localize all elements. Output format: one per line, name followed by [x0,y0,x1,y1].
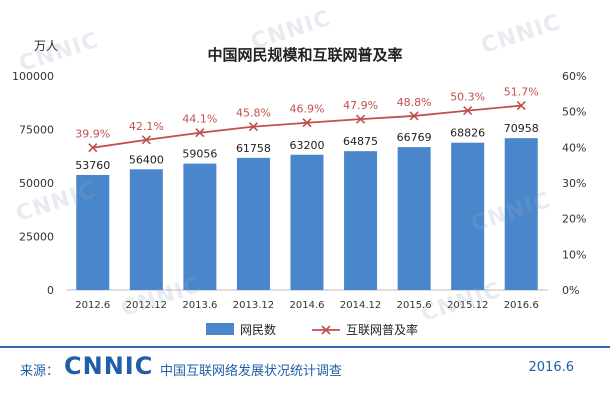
bar-value-label: 53760 [75,159,110,172]
legend-swatch-bar [206,323,234,335]
footer-divider [0,346,610,348]
bar [129,169,163,290]
footer: 来源： CNNIC 中国互联网络发展状况统计调查 2016.6 [0,346,610,410]
cnnic-logo: CNNIC [64,352,154,380]
y-left-tick-label: 50000 [19,177,54,190]
y-left-tick-label: 25000 [19,231,54,244]
rate-marker [409,111,419,121]
bar-value-label: 66769 [397,131,432,144]
bar [344,151,378,290]
x-tick-label: 2014.6 [290,300,325,311]
bar-value-label: 56400 [129,153,164,166]
y-right-tick-label: 30% [562,177,586,190]
y-right-tick-label: 10% [562,248,586,261]
bar-value-label: 63200 [290,139,325,152]
report-date: 2016.6 [528,360,575,375]
rate-value-label: 46.9% [290,103,325,116]
chart-title: 中国网民规模和互联网普及率 [207,46,402,64]
source-organization: 中国互联网络发展状况统计调查 [160,364,343,379]
x-tick-label: 2015.12 [447,300,488,311]
bar-value-label: 61758 [236,142,271,155]
rate-marker [463,106,473,116]
x-tick-label: 2014.12 [340,300,381,311]
y-right-tick-label: 40% [562,141,586,154]
x-tick-label: 2012.6 [75,300,110,311]
legend-marker-line [321,325,331,335]
bar-value-label: 64875 [343,135,378,148]
rate-marker [248,122,259,132]
rate-value-label: 39.9% [75,128,110,141]
bar [397,147,431,290]
y-right-tick-label: 0% [562,284,579,297]
y-right-tick-label: 50% [562,106,586,119]
rate-value-label: 50.3% [450,91,485,104]
rate-marker [516,101,526,111]
bar [183,163,217,290]
y-right-tick-label: 20% [562,213,586,226]
y-left-tick-label: 100000 [12,70,54,83]
rate-value-label: 42.1% [129,120,164,133]
bar [76,174,110,290]
source-label: 来源： [20,364,60,379]
bar [290,154,324,290]
y-right-tick-label: 60% [562,70,586,83]
rate-marker [141,135,151,145]
rate-marker [302,118,312,128]
rate-value-label: 51.7% [504,86,539,99]
bar [451,142,485,290]
rate-value-label: 45.8% [236,107,271,120]
y-left-tick-label: 0 [47,284,54,297]
bar-value-label: 59056 [182,148,217,161]
rate-marker [195,128,205,138]
y-left-tick-label: 75000 [19,124,54,137]
rate-marker [88,143,98,153]
legend-label-line: 互联网普及率 [346,322,418,337]
rate-marker [355,114,366,124]
y-axis-unit: 万人 [34,39,58,53]
legend-label-bar: 网民数 [240,322,276,337]
rate-value-label: 44.1% [182,113,217,126]
x-tick-label: 2016.6 [504,300,539,311]
x-tick-label: 2013.6 [182,300,217,311]
x-tick-label: 2013.12 [233,300,274,311]
x-tick-label: 2012.12 [126,300,167,311]
bar-value-label: 68826 [450,127,485,140]
x-tick-label: 2015.6 [397,300,432,311]
rate-value-label: 47.9% [343,99,378,112]
rate-value-label: 48.8% [397,96,432,109]
bar-value-label: 70958 [504,122,539,135]
bar [504,138,538,290]
chart: 中国网民规模和互联网普及率 万人 0 25000 50000 75000 100000 0% 1… [12,39,586,337]
bar [236,157,270,290]
